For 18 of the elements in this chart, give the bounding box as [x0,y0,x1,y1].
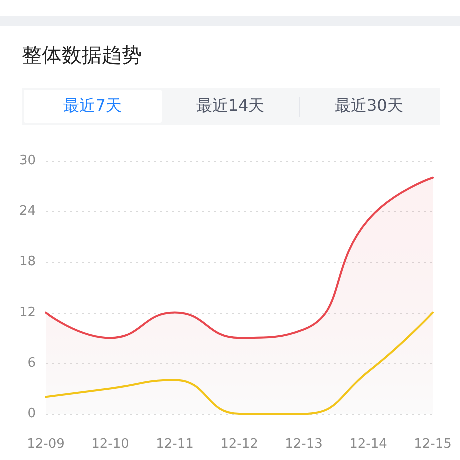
x-tick-label: 12-10 [92,437,130,452]
x-tick-label: 12-15 [414,437,452,452]
x-tick-label: 12-11 [156,437,194,452]
y-tick-label: 18 [19,254,36,270]
y-tick-label: 12 [19,305,36,320]
chart-title: 整体数据趋势 [22,42,142,68]
y-tick-label: 0 [28,406,36,422]
x-tick-label: 12-09 [27,437,65,452]
y-tick-label: 30 [19,154,36,168]
y-tick-label: 24 [19,204,36,220]
y-tick-label: 6 [28,356,36,371]
line-series [45,312,434,415]
selected-tab[interactable]: 最近7天 [24,90,162,123]
tab[interactable]: 最近14天 [162,90,300,123]
x-tick-label: 12-12 [220,437,258,452]
tab[interactable]: 最近30天 [300,90,438,123]
x-tick-label: 12-14 [350,437,388,452]
x-tick-label: 12-13 [285,437,323,452]
